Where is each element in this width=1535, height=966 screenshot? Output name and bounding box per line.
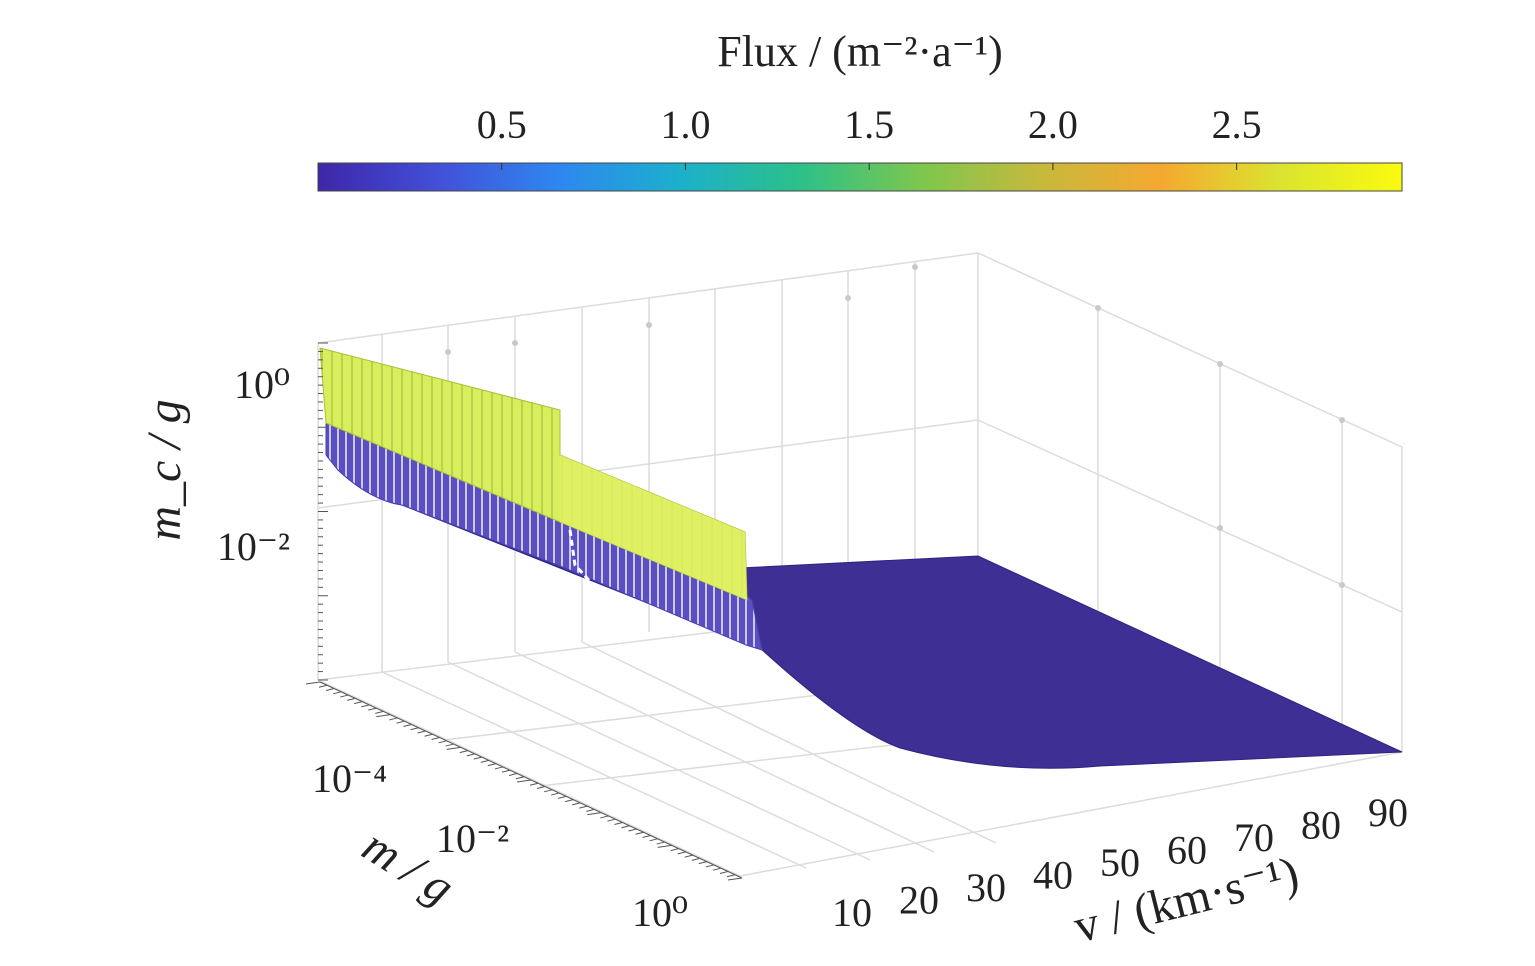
m-minor-tick — [410, 727, 419, 731]
colorbar-tick-label: 1.0 — [660, 102, 710, 147]
m-axis: 10⁻⁴ 10⁻² 10⁰ m / g — [312, 756, 688, 935]
m-minor-tick — [572, 802, 581, 806]
m-minor-tick — [670, 848, 679, 852]
m-minor-tick — [375, 710, 384, 714]
m-minor-tick — [600, 815, 609, 819]
m-minor-tick — [508, 772, 518, 776]
m-minor-tick — [438, 740, 447, 744]
v-tick-label: 80 — [1301, 803, 1341, 848]
m-minor-tick — [684, 854, 693, 858]
m-minor-tick — [354, 701, 363, 705]
z-axis-minor-ticks — [318, 342, 328, 681]
m-minor-tick — [727, 877, 743, 881]
v-tick-label: 20 — [899, 878, 939, 923]
m-minor-tick — [558, 795, 567, 799]
m-minor-tick — [621, 825, 630, 829]
v-tick-label: 60 — [1167, 828, 1207, 873]
colorbar-title: Flux / (m⁻²·a⁻¹) — [717, 27, 1002, 76]
m-minor-tick — [446, 746, 461, 750]
m-minor-tick — [657, 844, 672, 848]
m-minor-tick — [698, 861, 707, 865]
m-minor-tick — [473, 756, 482, 760]
colorbar-ticks: 0.5 1.0 1.5 2.0 2.5 — [477, 102, 1262, 170]
surface — [319, 347, 1403, 769]
surface-mid-band — [325, 422, 763, 651]
surface-mark — [568, 529, 598, 590]
colorbar-tick-label: 2.0 — [1028, 102, 1078, 147]
m-minor-tick — [635, 831, 644, 835]
m-axis-minor-ticks — [305, 681, 743, 881]
m-minor-tick — [347, 697, 356, 701]
colorbar-bar — [317, 162, 1403, 192]
m-minor-tick — [642, 835, 651, 839]
m-minor-tick — [403, 723, 412, 727]
m-minor-tick — [677, 851, 686, 855]
m-minor-tick — [368, 707, 377, 711]
m-minor-tick — [318, 684, 328, 688]
m-minor-tick — [459, 750, 468, 754]
v-tick-label: 90 — [1368, 790, 1408, 835]
m-minor-tick — [480, 759, 489, 763]
v-tick-label: 10 — [832, 890, 872, 935]
m-minor-tick — [389, 717, 398, 721]
m-minor-tick — [332, 691, 342, 695]
m-minor-tick — [516, 779, 532, 783]
m-minor-tick — [487, 763, 496, 767]
m-minor-tick — [607, 818, 616, 822]
m-minor-tick — [649, 838, 658, 842]
z-axis-label: m_c / g — [138, 399, 191, 540]
z-axis: 10⁰ 10⁻² m_c / g — [138, 362, 290, 569]
m-minor-tick — [726, 874, 736, 878]
v-axis: v / (km·s⁻¹) 10 20 30 40 50 60 70 80 90 — [832, 790, 1408, 953]
v-tick-label: 50 — [1100, 840, 1140, 885]
v-tick-label: 70 — [1234, 815, 1274, 860]
m-minor-tick — [431, 737, 440, 741]
colorbar-tick-label: 0.5 — [477, 102, 527, 147]
m-minor-tick — [536, 786, 546, 790]
m-tick-label: 10⁰ — [632, 890, 688, 935]
m-minor-tick — [656, 841, 665, 845]
z-tick-label: 10⁻² — [217, 524, 290, 569]
m-minor-tick — [691, 857, 700, 861]
colorbar: Flux / (m⁻²·a⁻¹) 0.5 1.0 1.5 2.0 2.5 — [317, 27, 1403, 192]
colorbar-tick-label: 1.5 — [844, 102, 894, 147]
m-minor-tick — [529, 782, 539, 786]
m-axis-line — [319, 681, 743, 879]
m-minor-tick — [551, 792, 560, 796]
m-minor-tick — [501, 769, 511, 773]
m-tick-label: 10⁻² — [436, 816, 509, 861]
m-minor-tick — [494, 766, 503, 770]
m-minor-tick — [361, 704, 370, 708]
m-minor-tick — [628, 828, 637, 832]
m-minor-tick — [424, 733, 433, 737]
v-tick-label: 30 — [966, 865, 1006, 910]
m-minor-tick — [305, 681, 321, 685]
m-minor-tick — [579, 805, 588, 809]
z-tick-label: 10⁰ — [234, 362, 290, 407]
m-minor-tick — [445, 743, 454, 747]
m-minor-tick — [515, 776, 525, 780]
m-minor-tick — [376, 714, 391, 718]
m-tick-label: 10⁻⁴ — [312, 756, 387, 801]
m-minor-tick — [719, 870, 729, 874]
m-minor-tick — [586, 808, 595, 812]
v-tick-label: 40 — [1033, 853, 1073, 898]
m-minor-tick — [325, 688, 335, 692]
m-minor-tick — [543, 789, 553, 793]
m-minor-tick — [417, 730, 426, 734]
m-minor-tick — [705, 864, 714, 868]
m-minor-tick — [587, 812, 602, 816]
m-minor-tick — [466, 753, 475, 757]
m-minor-tick — [614, 821, 623, 825]
surface-high-flux-front — [560, 455, 747, 600]
m-minor-tick — [340, 694, 349, 698]
colorbar-tick-label: 2.5 — [1212, 102, 1262, 147]
m-minor-tick — [396, 720, 405, 724]
m-minor-tick — [565, 799, 574, 803]
m-minor-tick — [712, 867, 722, 871]
